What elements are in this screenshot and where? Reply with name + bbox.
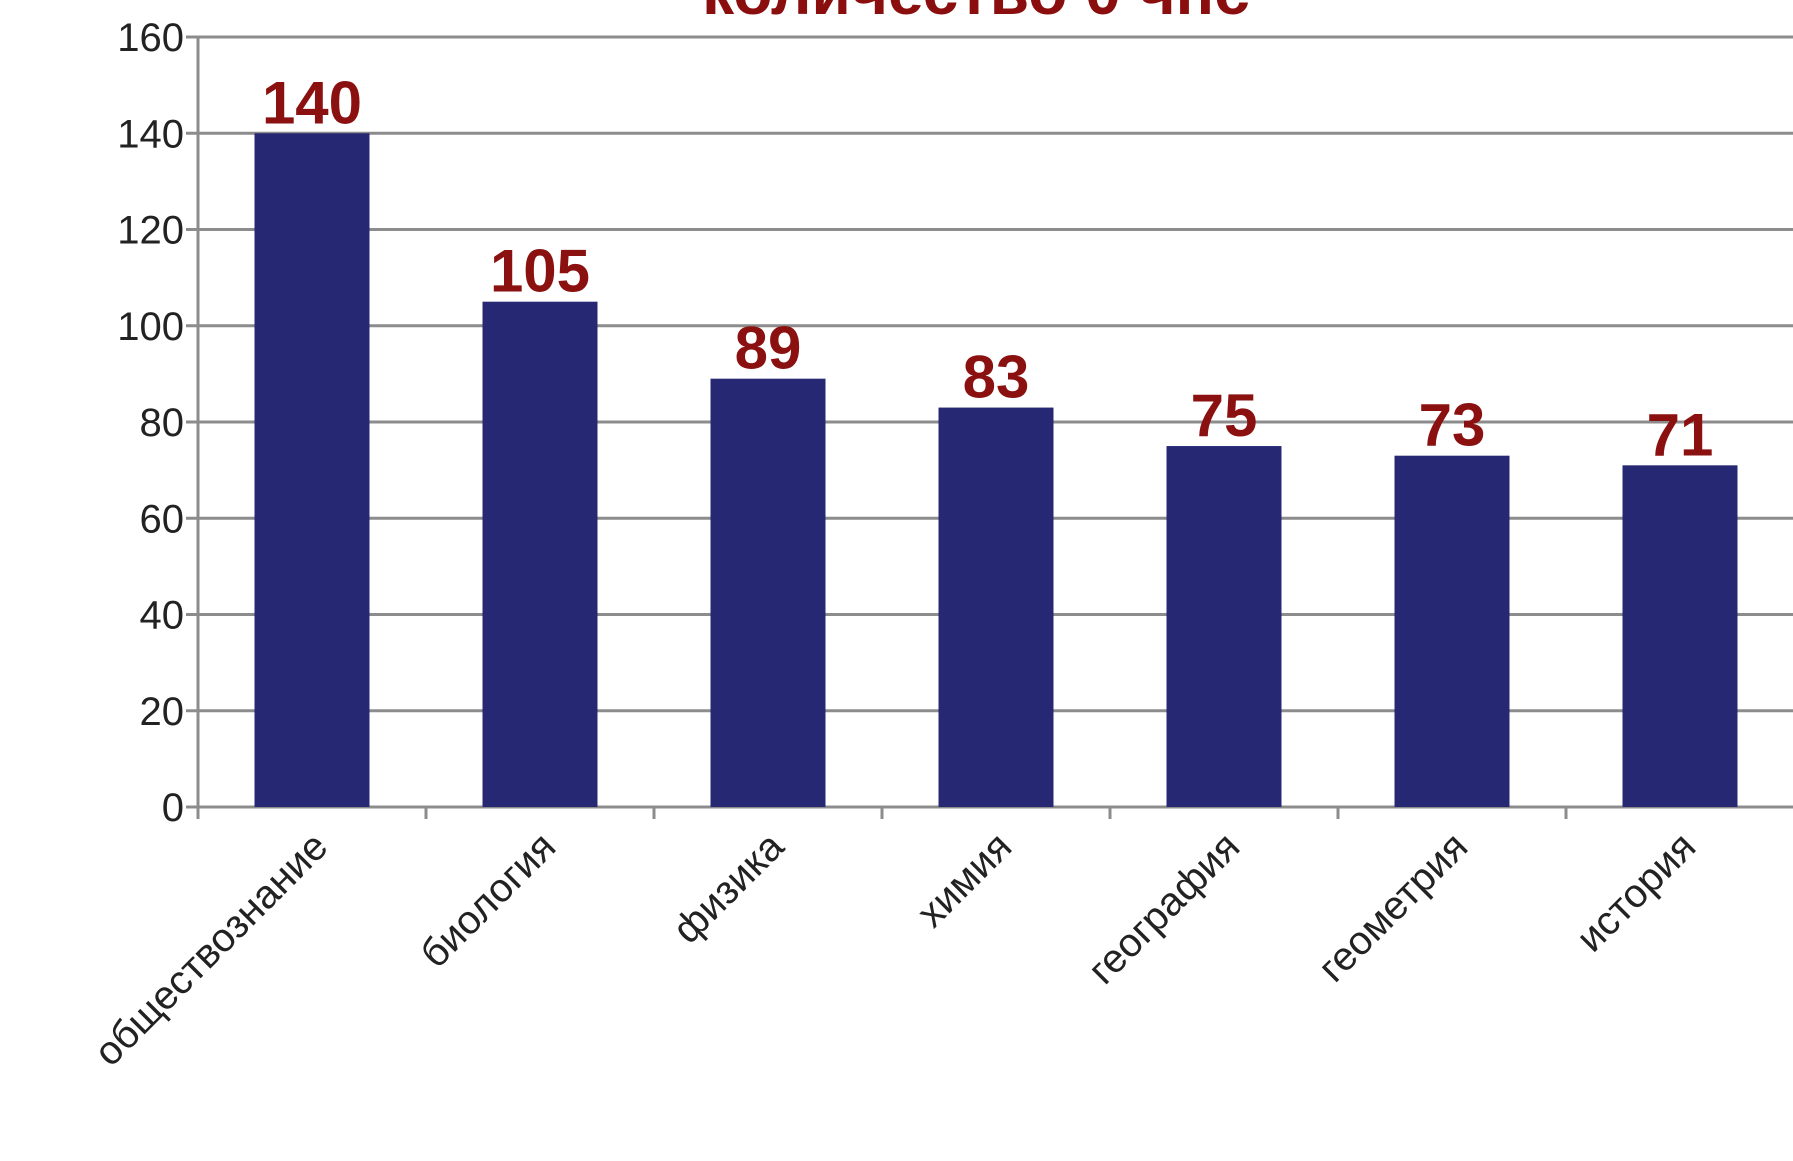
y-tick-label: 80 bbox=[140, 401, 185, 445]
y-tick-label: 0 bbox=[162, 786, 184, 830]
x-category-label: физика bbox=[665, 824, 793, 952]
bar-2 bbox=[710, 378, 826, 807]
y-tick-label: 160 bbox=[117, 16, 184, 60]
data-label: 73 bbox=[1419, 392, 1486, 459]
data-label: 140 bbox=[262, 69, 362, 136]
x-category-label: химия bbox=[909, 824, 1021, 936]
bar-6 bbox=[1622, 465, 1738, 807]
y-tick-label: 140 bbox=[117, 112, 184, 156]
bars bbox=[254, 133, 1738, 807]
bar-0 bbox=[254, 133, 370, 807]
x-category-label: география bbox=[1080, 824, 1248, 992]
bar-1 bbox=[482, 301, 598, 807]
y-tick-label: 40 bbox=[140, 594, 185, 638]
y-tick-label: 60 bbox=[140, 497, 185, 541]
data-label: 83 bbox=[963, 344, 1030, 411]
data-label: 75 bbox=[1191, 382, 1258, 449]
bar-3 bbox=[938, 407, 1054, 807]
y-tick-label: 100 bbox=[117, 305, 184, 349]
bar-4 bbox=[1166, 446, 1282, 807]
y-tick-label: 20 bbox=[140, 690, 185, 734]
x-category-label: обществознание bbox=[86, 824, 336, 1074]
data-label: 71 bbox=[1647, 401, 1714, 468]
x-category-label: история bbox=[1568, 824, 1704, 960]
data-label: 89 bbox=[735, 315, 802, 382]
chart-title: количество 0 чнс bbox=[596, 0, 1356, 24]
x-category-label: геометрия bbox=[1310, 824, 1476, 990]
data-label: 105 bbox=[490, 238, 590, 305]
x-category-label: биология bbox=[412, 824, 564, 976]
bar-5 bbox=[1394, 455, 1510, 807]
y-tick-label: 120 bbox=[117, 209, 184, 253]
